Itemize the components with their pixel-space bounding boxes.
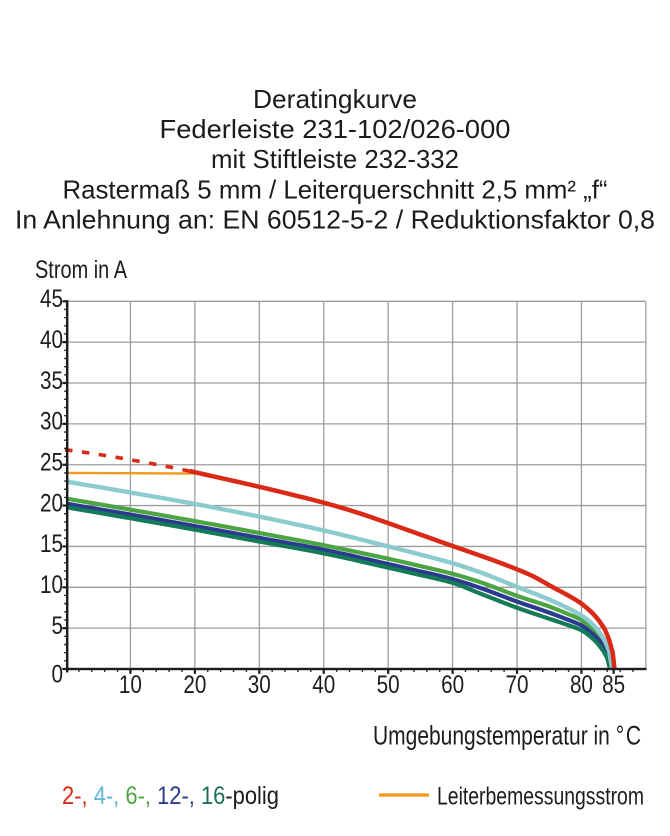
svg-text:70: 70 [506,671,529,699]
svg-text:Deratingkurve: Deratingkurve [253,84,417,114]
svg-text:In Anlehnung an: EN 60512-5-2: In Anlehnung an: EN 60512-5-2 / Reduktio… [15,205,655,235]
svg-text:60: 60 [441,671,464,699]
svg-text:10: 10 [119,671,142,699]
svg-text:30: 30 [40,408,63,436]
svg-text:10: 10 [40,571,63,599]
svg-text:25: 25 [40,449,63,477]
svg-text:85: 85 [602,671,625,699]
svg-text:15: 15 [40,530,63,558]
svg-text:20: 20 [40,489,63,517]
svg-text:Federleiste 231-102/026-000: Federleiste 231-102/026-000 [160,114,511,144]
svg-text:35: 35 [40,367,63,395]
svg-text:Rastermaß 5 mm / Leiterquersch: Rastermaß 5 mm / Leiterquerschnitt 2,5 m… [63,175,608,205]
svg-text:50: 50 [377,671,400,699]
svg-text:Strom in A: Strom in A [35,256,127,284]
svg-text:40: 40 [312,671,335,699]
svg-text:40: 40 [40,326,63,354]
svg-text:Leiterbemessungsstrom: Leiterbemessungsstrom [437,783,644,811]
svg-text:45: 45 [40,285,63,313]
svg-text:mit Stiftleiste 232-332: mit Stiftleiste 232-332 [211,144,459,174]
svg-text:Umgebungstemperatur in ° C: Umgebungstemperatur in ° C [373,721,641,751]
svg-text:5: 5 [52,612,64,640]
svg-text:20: 20 [183,671,206,699]
svg-text:30: 30 [248,671,271,699]
svg-text:80: 80 [570,671,593,699]
svg-text:0: 0 [52,661,64,689]
svg-text:2-, 4-, 6-, 12-, 16-polig: 2-, 4-, 6-, 12-, 16-polig [62,782,279,810]
